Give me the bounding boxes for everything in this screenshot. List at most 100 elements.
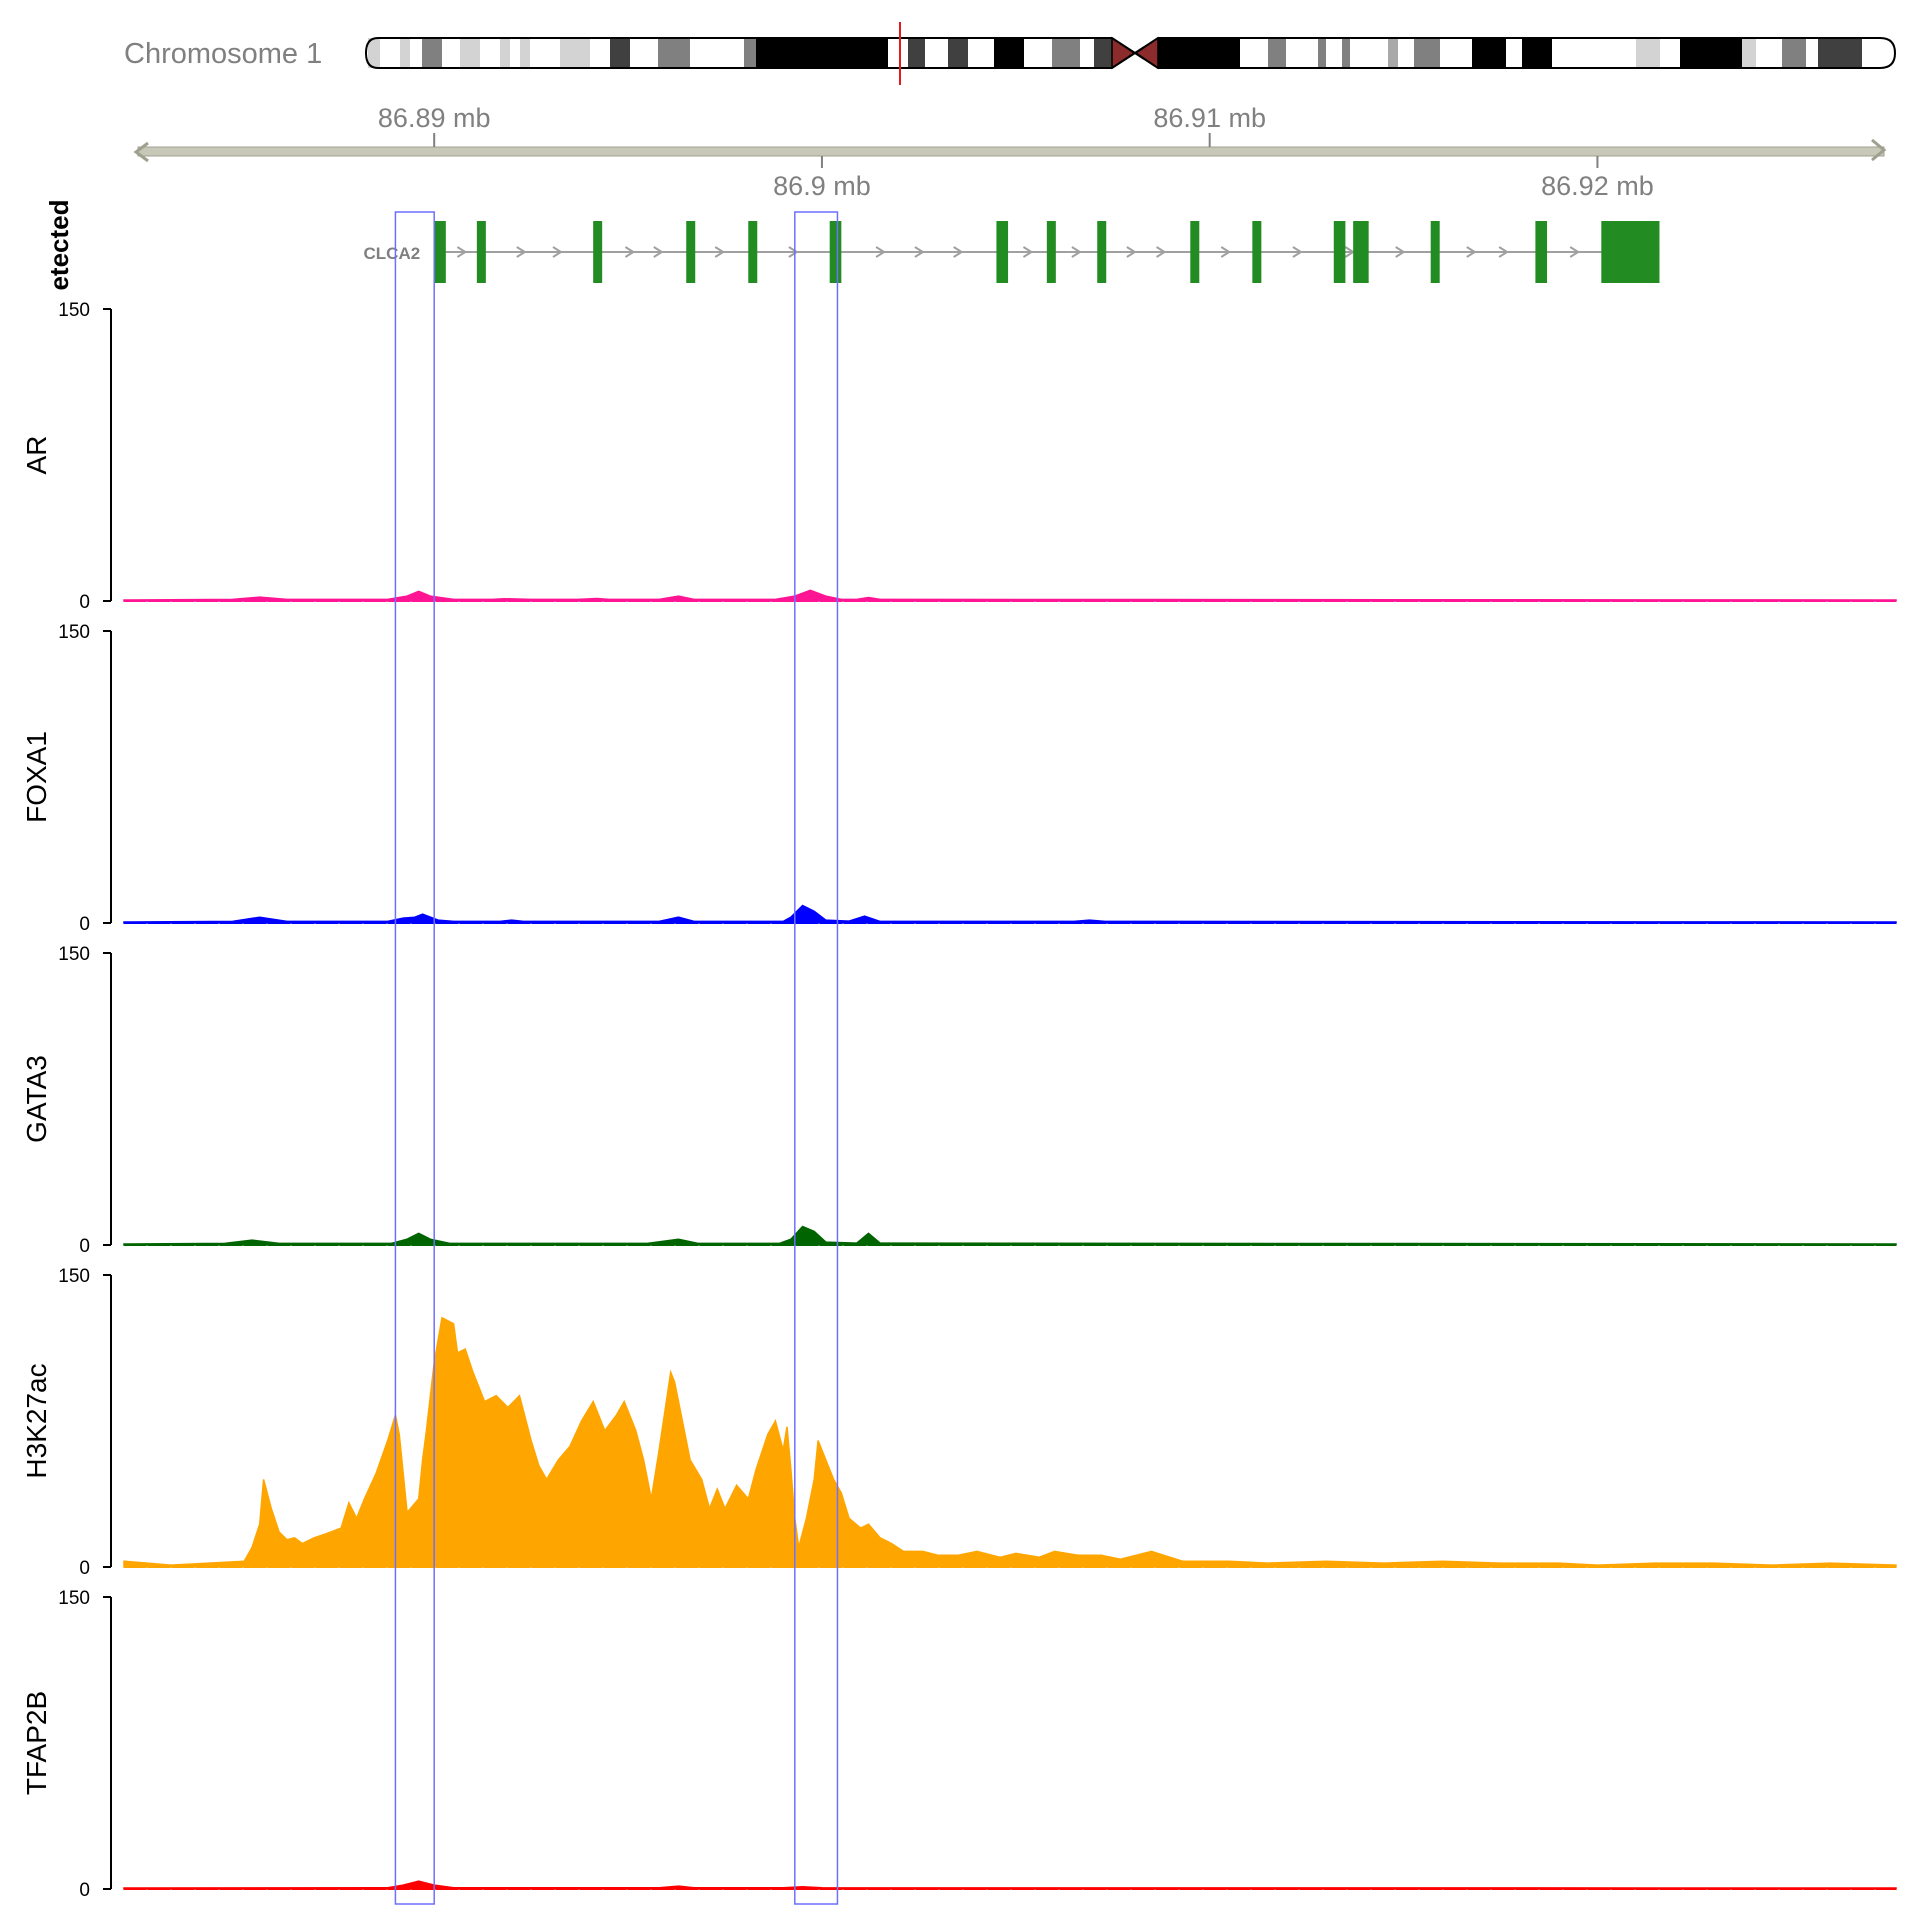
- chromosome-band: [690, 38, 744, 68]
- track-label: GATA3: [21, 1055, 52, 1143]
- signal-area: [123, 904, 1897, 924]
- chromosome-band: [1094, 38, 1112, 68]
- chromosome-band: [1782, 38, 1806, 68]
- exon: [1046, 221, 1056, 283]
- gene-track-label: etected: [44, 199, 74, 290]
- strand-arrow: [653, 246, 664, 258]
- chromosome-band: [1414, 38, 1440, 68]
- y-tick-label: 0: [79, 1880, 90, 1901]
- strand-arrow: [1022, 246, 1034, 258]
- exon: [1601, 221, 1660, 283]
- genome-axis: 86.89 mb 86.9 mb 86.91 mb 86.92 mb: [133, 103, 1887, 201]
- chromosome-band: [1326, 38, 1342, 68]
- chromosome-band: [888, 38, 908, 68]
- strand-arrow: [914, 246, 925, 258]
- strand-arrow: [1569, 246, 1581, 258]
- y-tick-label: 0: [79, 914, 90, 935]
- track-label: FOXA1: [21, 731, 52, 823]
- y-tick-label: 0: [79, 1558, 90, 1579]
- axis-tick-label: 86.89 mb: [378, 103, 491, 133]
- chromosome-label: Chromosome 1: [124, 38, 323, 70]
- strand-arrow: [1126, 246, 1137, 258]
- chromosome-band: [530, 38, 560, 68]
- chromosome-band: [1240, 38, 1268, 68]
- strand-arrow: [456, 246, 468, 258]
- chromosome-band: [1756, 38, 1782, 68]
- chromosome-band: [1636, 38, 1660, 68]
- chromosome-outline: [364, 37, 1897, 69]
- axis-tick-label: 86.91 mb: [1153, 103, 1266, 133]
- axis-arrow-left: [133, 141, 149, 163]
- axis-arrow-right: [1871, 138, 1887, 162]
- chromosome-band: [510, 38, 520, 68]
- chromosome-band: [442, 38, 460, 68]
- track-gata3: 150 0 GATA3: [21, 944, 1897, 1257]
- chromosome-band: [1052, 38, 1080, 68]
- track-foxa1: 150 0 FOXA1: [21, 622, 1897, 935]
- highlight-regions: [394, 211, 839, 1905]
- track-label: H3K27ac: [21, 1363, 52, 1478]
- chromosome-band: [500, 38, 510, 68]
- exon: [748, 221, 758, 283]
- strand-arrow: [1498, 246, 1509, 258]
- chromosome-band: [400, 38, 410, 68]
- exon: [476, 221, 486, 283]
- exon: [829, 221, 842, 283]
- exon: [434, 221, 446, 283]
- strand-arrow: [875, 246, 886, 258]
- signal-area: [123, 1225, 1897, 1246]
- chromosome-band: [1806, 38, 1818, 68]
- track-ar: 150 0 AR: [21, 300, 1897, 613]
- centromere-left: [1111, 36, 1136, 70]
- exon: [1353, 221, 1369, 283]
- chromosome-band: [368, 38, 380, 68]
- highlight-box: [394, 211, 435, 1905]
- chromosome-band: [480, 38, 500, 68]
- centromere-right: [1134, 36, 1159, 70]
- y-tick-label: 0: [79, 592, 90, 613]
- strand-arrow: [516, 246, 527, 258]
- chromosome-band: [796, 38, 888, 68]
- exon: [996, 221, 1009, 283]
- track-h3k27ac: 150 0 H3K27ac: [21, 1266, 1897, 1579]
- signal-tracks: 150 0 AR 150 0 FOXA1 150 0 GATA3 150 0 H3K27ac 150 0 T…: [21, 300, 1897, 1901]
- track-label: TFAP2B: [21, 1691, 52, 1795]
- strand-arrow: [1292, 246, 1303, 258]
- signal-area: [123, 589, 1897, 602]
- exon: [686, 221, 696, 283]
- chromosome-band: [590, 38, 610, 68]
- chromosome-band: [1522, 38, 1552, 68]
- chromosome-band: [1268, 38, 1286, 68]
- chromosome-band: [1398, 38, 1414, 68]
- chromosome-band: [968, 38, 994, 68]
- signal-area: [123, 1316, 1897, 1568]
- chromosome-band: [380, 38, 400, 68]
- exon: [1430, 221, 1440, 283]
- chromosome-band: [1158, 38, 1240, 68]
- chromosome-band: [658, 38, 690, 68]
- y-tick-label: 150: [58, 300, 90, 321]
- strand-arrow: [1071, 246, 1082, 258]
- chromosome-band: [1552, 38, 1636, 68]
- signal-area: [123, 1880, 1897, 1890]
- strand-arrow: [1395, 246, 1406, 258]
- chromosome-band: [1286, 38, 1318, 68]
- axis-bar: [137, 146, 1885, 157]
- chromosome-band: [1660, 38, 1680, 68]
- chromosome-band: [925, 38, 948, 68]
- exon: [593, 221, 603, 283]
- y-tick-label: 0: [79, 1236, 90, 1257]
- strand-arrow: [1466, 246, 1477, 258]
- chromosome-band: [1862, 38, 1890, 68]
- exon: [1190, 221, 1200, 283]
- y-tick-label: 150: [58, 944, 90, 965]
- strand-arrow: [1220, 246, 1232, 258]
- track-tfap2b: 150 0 TFAP2B: [21, 1588, 1897, 1901]
- chromosome-ideogram: [364, 22, 1897, 85]
- exon: [1097, 221, 1107, 283]
- y-tick-label: 150: [58, 1266, 90, 1287]
- axis-tick-label: 86.92 mb: [1541, 171, 1654, 201]
- track-label: AR: [21, 436, 52, 475]
- chromosome-band: [908, 38, 925, 68]
